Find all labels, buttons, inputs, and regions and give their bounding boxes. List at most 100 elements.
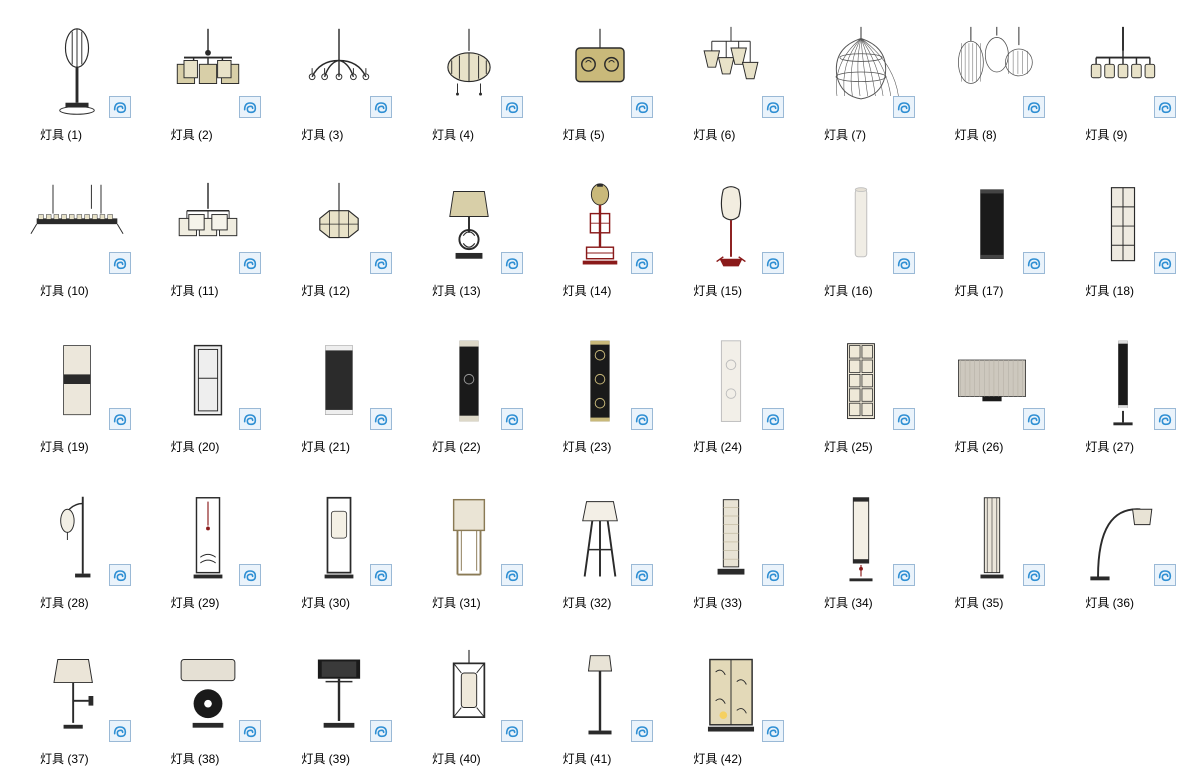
file-item[interactable]: 灯具 (41) [535,632,666,780]
thumbnail-area [931,478,1054,588]
sketchup-icon [239,408,261,430]
file-item[interactable]: 灯具 (6) [665,8,796,156]
sketchup-icon [893,96,915,118]
thumbnail-area [931,10,1054,120]
file-label: 灯具 (13) [432,282,481,299]
thumbnail-area [408,478,531,588]
file-item[interactable]: 灯具 (12) [273,164,404,312]
file-item[interactable]: 灯具 (15) [665,164,796,312]
file-item[interactable]: 灯具 (17) [927,164,1058,312]
sketchup-icon [239,252,261,274]
thumbnail-area [16,10,139,120]
file-item[interactable]: 灯具 (10) [12,164,143,312]
sketchup-icon [1023,96,1045,118]
thumbnail-area [277,166,400,276]
file-item[interactable]: 灯具 (28) [12,476,143,624]
thumbnail-area [147,10,270,120]
file-label: 灯具 (37) [40,750,89,767]
sketchup-icon [109,564,131,586]
file-item[interactable]: 灯具 (9) [1057,8,1188,156]
file-item[interactable]: 灯具 (34) [796,476,927,624]
file-item[interactable]: 灯具 (35) [927,476,1058,624]
file-item[interactable]: 灯具 (29) [143,476,274,624]
thumbnail-area [277,10,400,120]
sketchup-icon [1154,408,1176,430]
file-item[interactable]: 灯具 (31) [404,476,535,624]
file-label: 灯具 (4) [432,126,474,143]
file-label: 灯具 (22) [432,438,481,455]
file-label: 灯具 (16) [824,282,873,299]
thumbnail-area [1061,322,1184,432]
file-label: 灯具 (24) [693,438,742,455]
file-item[interactable]: 灯具 (1) [12,8,143,156]
sketchup-icon [1154,252,1176,274]
file-item[interactable]: 灯具 (27) [1057,320,1188,468]
file-item[interactable]: 灯具 (2) [143,8,274,156]
file-label: 灯具 (31) [432,594,481,611]
file-item[interactable]: 灯具 (3) [273,8,404,156]
thumbnail-area [931,322,1054,432]
file-item[interactable]: 灯具 (21) [273,320,404,468]
sketchup-icon [1154,96,1176,118]
file-item[interactable]: 灯具 (26) [927,320,1058,468]
thumbnail-area [539,10,662,120]
file-item[interactable]: 灯具 (25) [796,320,927,468]
file-item[interactable]: 灯具 (23) [535,320,666,468]
sketchup-icon [631,252,653,274]
file-label: 灯具 (23) [563,438,612,455]
file-item[interactable]: 灯具 (18) [1057,164,1188,312]
file-label: 灯具 (2) [171,126,213,143]
file-grid: 灯具 (1) 灯具 (2) 灯具 (3) 灯具 (4) 灯具 (5) 灯具 (6… [12,8,1188,780]
file-item[interactable]: 灯具 (33) [665,476,796,624]
sketchup-icon [370,564,392,586]
file-item[interactable]: 灯具 (4) [404,8,535,156]
thumbnail-area [931,166,1054,276]
sketchup-icon [501,564,523,586]
file-item[interactable]: 灯具 (13) [404,164,535,312]
file-item[interactable]: 灯具 (5) [535,8,666,156]
file-item[interactable]: 灯具 (8) [927,8,1058,156]
file-item[interactable]: 灯具 (7) [796,8,927,156]
thumbnail-area [539,478,662,588]
thumbnail-area [669,634,792,744]
file-item[interactable]: 灯具 (37) [12,632,143,780]
file-item[interactable]: 灯具 (22) [404,320,535,468]
file-item[interactable]: 灯具 (19) [12,320,143,468]
thumbnail-area [277,322,400,432]
sketchup-icon [631,720,653,742]
file-item[interactable]: 灯具 (36) [1057,476,1188,624]
file-label: 灯具 (36) [1085,594,1134,611]
file-item[interactable]: 灯具 (11) [143,164,274,312]
thumbnail-area [539,166,662,276]
file-label: 灯具 (15) [693,282,742,299]
file-item[interactable]: 灯具 (38) [143,632,274,780]
file-label: 灯具 (30) [301,594,350,611]
thumbnail-area [669,322,792,432]
file-item[interactable]: 灯具 (14) [535,164,666,312]
sketchup-icon [239,96,261,118]
thumbnail-area [800,166,923,276]
file-item[interactable]: 灯具 (40) [404,632,535,780]
thumbnail-area [277,478,400,588]
sketchup-icon [501,96,523,118]
sketchup-icon [631,96,653,118]
thumbnail-area [800,322,923,432]
sketchup-icon [109,408,131,430]
sketchup-icon [893,408,915,430]
file-item[interactable]: 灯具 (16) [796,164,927,312]
file-item[interactable]: 灯具 (24) [665,320,796,468]
sketchup-icon [370,720,392,742]
thumbnail-area [1061,478,1184,588]
file-item[interactable]: 灯具 (39) [273,632,404,780]
file-label: 灯具 (32) [563,594,612,611]
file-label: 灯具 (17) [955,282,1004,299]
file-item[interactable]: 灯具 (32) [535,476,666,624]
file-item[interactable]: 灯具 (42) [665,632,796,780]
file-label: 灯具 (18) [1085,282,1134,299]
file-label: 灯具 (39) [301,750,350,767]
file-label: 灯具 (25) [824,438,873,455]
file-label: 灯具 (20) [171,438,220,455]
thumbnail-area [16,166,139,276]
file-item[interactable]: 灯具 (30) [273,476,404,624]
file-item[interactable]: 灯具 (20) [143,320,274,468]
